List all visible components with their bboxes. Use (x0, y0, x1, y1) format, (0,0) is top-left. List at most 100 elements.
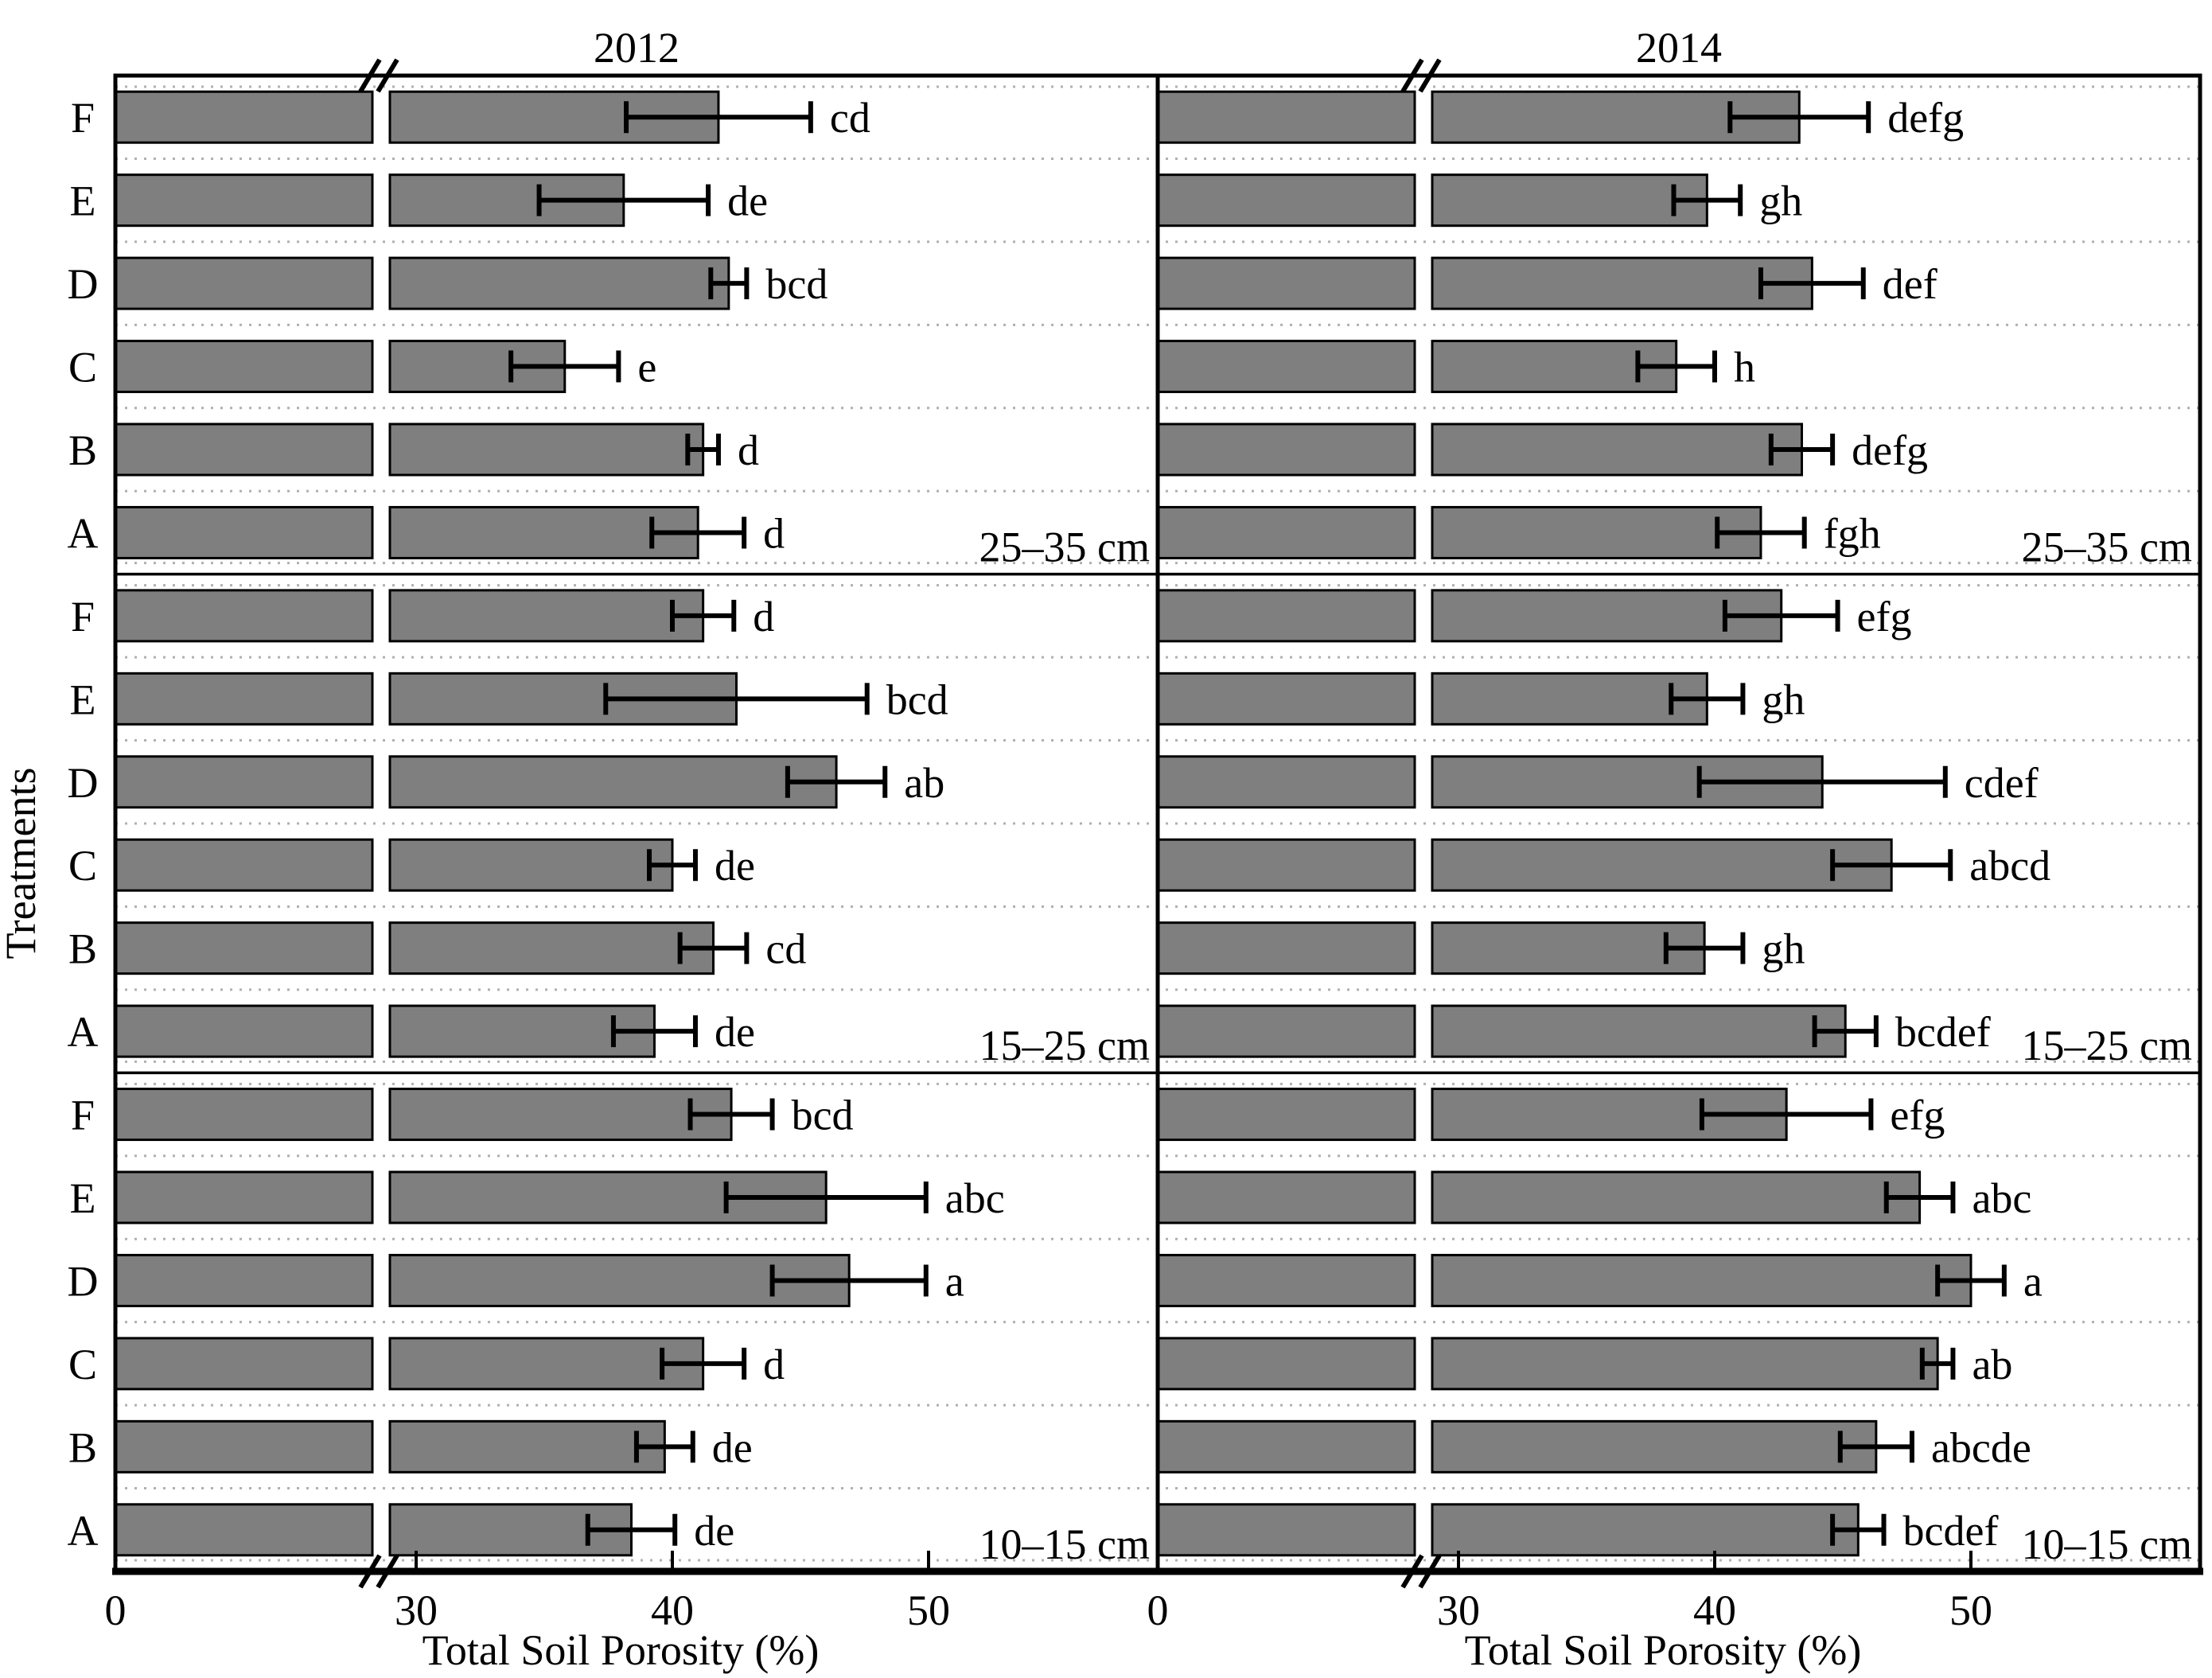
significance-letter: de (715, 1008, 755, 1056)
axis-break-icon (376, 58, 399, 93)
x-tick-label: 40 (651, 1587, 694, 1634)
bar (388, 1088, 733, 1142)
treatment-label: D (68, 759, 99, 807)
significance-letter: bcdef (1895, 1008, 1991, 1056)
significance-letter: cd (830, 94, 870, 142)
bar-segment-left (114, 1004, 374, 1058)
bar (388, 505, 699, 559)
bar-segment-left (114, 838, 374, 892)
significance-letter: de (712, 1423, 753, 1471)
bar-segment-left (114, 589, 374, 643)
significance-letter: def (1883, 260, 1937, 308)
bar-segment-left (114, 340, 374, 394)
significance-letter: d (738, 426, 759, 474)
significance-letter: abc (1972, 1174, 2031, 1222)
bar-segment-left (1156, 921, 1416, 975)
bar (1431, 505, 1762, 559)
depth-section-label: 15–25 cm (979, 1022, 1150, 1069)
significance-letter: gh (1762, 925, 1805, 973)
depth-section-label: 10–15 cm (2022, 1520, 2192, 1568)
bar (388, 838, 674, 892)
bar (388, 256, 730, 310)
significance-letter: a (2023, 1257, 2043, 1305)
bar (1431, 1419, 1878, 1474)
significance-letter: cdef (1965, 759, 2039, 807)
significance-letter: e (637, 344, 656, 391)
bar-segment-left (114, 1088, 374, 1142)
treatment-label: F (71, 593, 95, 640)
treatment-label: A (68, 1008, 99, 1056)
treatment-label: E (70, 177, 96, 225)
significance-letter: bcdef (1903, 1507, 1999, 1555)
significance-letter: bcd (792, 1092, 854, 1139)
significance-letter: abcde (1931, 1423, 2031, 1471)
bar (388, 1419, 666, 1474)
bar-segment-left (1156, 90, 1416, 144)
bar (388, 1004, 656, 1058)
bar (1431, 921, 1706, 975)
bar-segment-left (1156, 1004, 1416, 1058)
x-axis-label-right: Total Soil Porosity (%) (1465, 1626, 1862, 1674)
significance-letter: abcd (1969, 842, 2050, 890)
depth-section-label: 25–35 cm (979, 523, 1150, 570)
bar-segment-left (114, 173, 374, 228)
bar-segment-left (1156, 1253, 1416, 1307)
bar (1431, 1170, 1922, 1224)
bar (1431, 838, 1893, 892)
bar-segment-left (114, 1253, 374, 1307)
bar-segment-left (1156, 1170, 1416, 1224)
bar-segment-left (114, 672, 374, 726)
axis-break-icon (358, 1554, 382, 1589)
bar-segment-left (114, 505, 374, 559)
treatment-label: B (68, 1423, 97, 1471)
bar (388, 755, 838, 809)
panel-title-2012: 2012 (594, 24, 680, 72)
significance-letter: d (763, 1341, 785, 1388)
bar-segment-left (114, 1337, 374, 1391)
bar-segment-left (1156, 1088, 1416, 1142)
bar-segment-left (1156, 672, 1416, 726)
x-axis-label-left: Total Soil Porosity (%) (423, 1626, 820, 1674)
treatment-label: C (68, 344, 97, 391)
bar (1431, 256, 1813, 310)
treatment-label: C (68, 1341, 97, 1388)
significance-letter: d (753, 593, 774, 640)
bar-segment-left (114, 755, 374, 809)
x-tick-label: 50 (1949, 1587, 1992, 1634)
axis-break-icon (1418, 58, 1442, 93)
significance-letter: de (715, 842, 755, 890)
treatment-label: B (68, 925, 97, 973)
treatment-label: E (70, 1174, 96, 1222)
bar (1431, 1253, 1972, 1307)
significance-letter: efg (1890, 1092, 1945, 1139)
significance-letter: de (694, 1507, 734, 1555)
treatment-label: C (68, 842, 97, 890)
significance-letter: defg (1887, 94, 1964, 142)
bar (1431, 173, 1708, 228)
bar (1431, 422, 1803, 477)
bar-segment-left (1156, 1337, 1416, 1391)
bar-segment-left (1156, 1503, 1416, 1557)
significance-letter: gh (1759, 177, 1802, 225)
treatment-label: D (68, 260, 99, 308)
significance-letter: de (727, 177, 768, 225)
x-tick-label: 0 (105, 1587, 127, 1634)
x-tick-label: 0 (1147, 1587, 1169, 1634)
treatment-label: A (68, 1507, 99, 1555)
bar-segment-left (1156, 1419, 1416, 1474)
bar (1431, 1004, 1847, 1058)
significance-letter: defg (1852, 426, 1928, 474)
x-tick-label: 50 (907, 1587, 950, 1634)
axis-break-icon (376, 1554, 399, 1589)
significance-letter: a (945, 1257, 964, 1305)
bar-segment-left (114, 422, 374, 477)
panel-title-2014: 2014 (1636, 24, 1722, 72)
significance-letter: efg (1857, 593, 1912, 640)
treatment-label: F (71, 1092, 95, 1139)
bar-segment-left (114, 1419, 374, 1474)
treatment-label: E (70, 675, 96, 723)
bar (388, 1337, 705, 1391)
depth-section-label: 15–25 cm (2022, 1022, 2192, 1069)
